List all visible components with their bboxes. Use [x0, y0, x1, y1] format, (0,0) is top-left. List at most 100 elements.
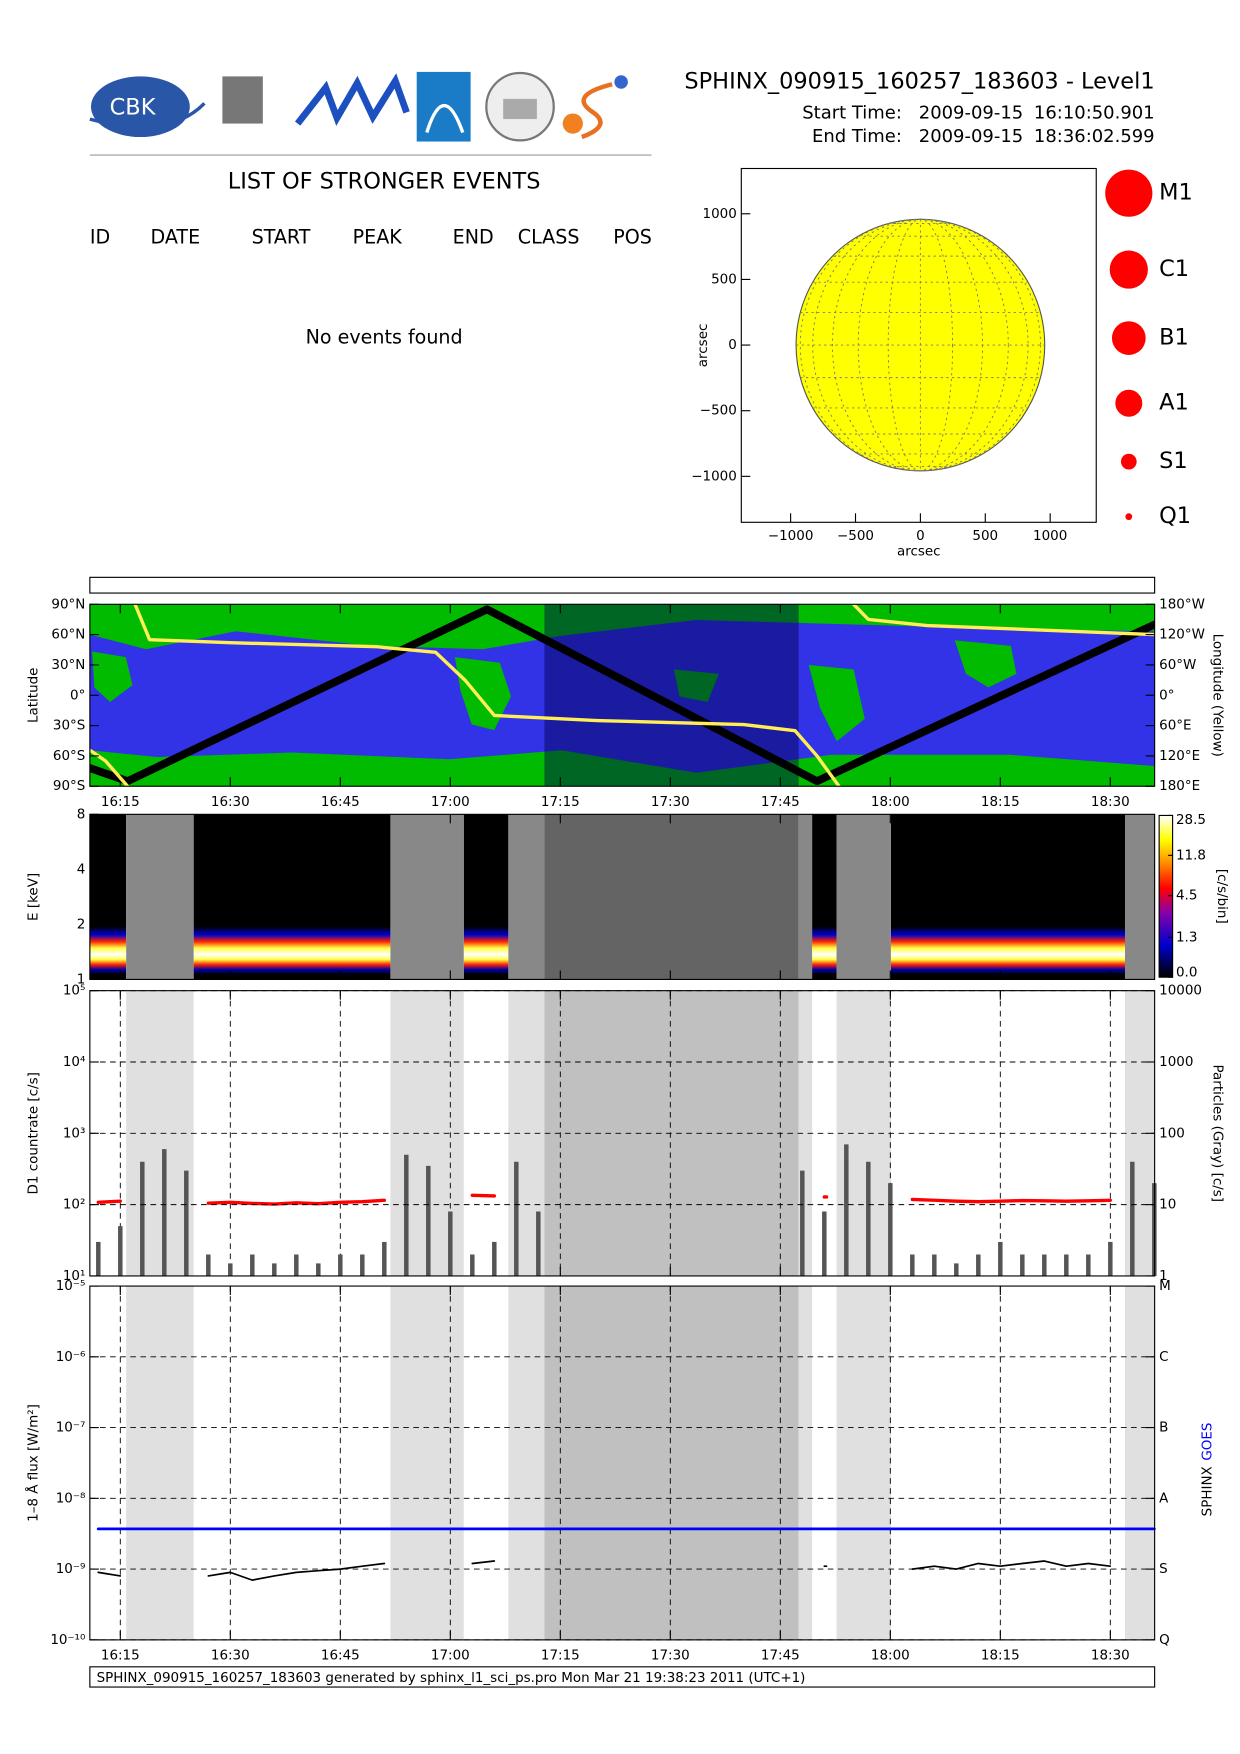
logo-mark [503, 98, 537, 120]
column-header: END [453, 226, 494, 249]
x-tick-label: 500 [972, 528, 998, 544]
disk-grid [796, 218, 1045, 472]
y2-tick-label: 100 [1159, 1125, 1185, 1141]
y2-axis-title: Particles (Gray) [c/s] [1210, 1065, 1226, 1203]
legend-marker [1115, 389, 1143, 417]
x-tick-label: 18:00 [871, 1648, 910, 1664]
y-tick-label: 10⁻¹⁰ [50, 1632, 85, 1648]
y2-tick-label: C [1159, 1349, 1168, 1365]
y-axis-title: D1 countrate [c/s] [26, 1072, 42, 1194]
land-mass [89, 604, 1155, 650]
x-tick-label: 18:30 [1091, 794, 1130, 810]
shaded-interval [836, 1286, 891, 1640]
y-axis-title: E [keV] [26, 873, 42, 921]
y2-tick-label: Q [1159, 1632, 1170, 1648]
logo-swoosh [89, 102, 206, 129]
y2-tick-label: 1 [1159, 1268, 1168, 1284]
y-axis-title: arcsec [695, 324, 711, 368]
y-tick-label: 10⁻⁸ [56, 1490, 86, 1506]
plot-frame [89, 813, 1156, 980]
y-tick-label: 30°S [53, 718, 85, 734]
x-tick-label: 17:30 [651, 794, 690, 810]
x-tick-label: 17:00 [431, 794, 470, 810]
end-time: 18:36:02.599 [1034, 126, 1155, 147]
shaded-interval [836, 814, 891, 980]
shaded-interval [390, 1286, 464, 1640]
x-tick-label: 16:15 [101, 794, 140, 810]
events-message: No events found [306, 326, 463, 349]
portrait [222, 76, 263, 124]
y-tick-label: 2 [77, 916, 86, 932]
x-tick-label: 17:00 [431, 1648, 470, 1664]
column-header: DATE [151, 226, 201, 249]
shaded-interval [544, 1286, 799, 1640]
legend-marker [1109, 250, 1148, 289]
x-tick-label: 16:15 [101, 1648, 140, 1664]
y-axis-title: Latitude [26, 668, 42, 723]
land-mass [673, 669, 719, 703]
x-tick-label: 18:30 [1091, 1648, 1130, 1664]
shaded-interval [126, 814, 194, 980]
y2-tick-label: 180°W [1159, 596, 1205, 612]
y2-tick-label: M [1159, 1278, 1171, 1294]
ground-track [89, 605, 1155, 786]
y2-axis-title: Longitude (Yellow) [1210, 634, 1226, 757]
plot-frame [89, 1285, 1156, 1641]
y-tick-label: 10⁻⁵ [56, 1278, 86, 1294]
x-tick-label: 17:15 [541, 794, 580, 810]
legend-label: A1 [1159, 390, 1189, 416]
z-tick-label: 28.5 [1176, 812, 1206, 828]
shaded-interval [798, 1286, 813, 1640]
z-tick-label: 4.5 [1176, 888, 1197, 904]
end-date: 2009-09-15 [919, 126, 1023, 147]
y2-tick-label: 120°W [1159, 627, 1205, 643]
start-time: 16:10:50.901 [1034, 102, 1155, 123]
y2-tick-label: 0° [1159, 687, 1174, 703]
x-tick-label: 17:45 [761, 1648, 800, 1664]
series-line [97, 1560, 1112, 1581]
logo-mark [562, 113, 583, 134]
legend-entry: SPHINX [1199, 1466, 1215, 1516]
end-label: End Time: [812, 126, 902, 147]
cbk-logo [90, 76, 190, 138]
y-tick-label: 10⁻⁹ [56, 1561, 86, 1577]
y-tick-label: 30°N [51, 657, 85, 673]
column-header: ID [90, 226, 110, 249]
x-tick-label: 17:15 [541, 1648, 580, 1664]
y-tick-label: 0° [70, 687, 85, 703]
y-tick-label: 10⁴ [63, 1054, 86, 1070]
logos: CBK [89, 71, 652, 156]
x-tick-label: 16:30 [211, 1648, 250, 1664]
shaded-interval [798, 814, 813, 980]
shaded-interval [1124, 1286, 1155, 1640]
z-tick-label: 11.8 [1176, 847, 1206, 863]
y-tick-label: 10² [63, 1197, 86, 1213]
column-header: POS [613, 226, 652, 249]
y2-tick-label: 120°E [1159, 748, 1200, 764]
x-tick-label: 0 [916, 528, 925, 544]
y-tick-label: 90°S [53, 778, 85, 794]
legend-label: C1 [1159, 256, 1189, 282]
spectrum-band [812, 814, 837, 980]
y2-tick-label: 10 [1159, 1197, 1176, 1213]
y-tick-label: 8 [77, 806, 86, 822]
y2-tick-label: 1000 [1159, 1054, 1193, 1070]
shaded-interval [508, 1286, 545, 1640]
legend-marker [1111, 321, 1146, 355]
y-tick-label: −1000 [691, 468, 737, 484]
x-tick-label: 16:30 [211, 794, 250, 810]
x-tick-label: 16:45 [321, 794, 360, 810]
y-tick-label: 1000 [703, 206, 737, 222]
y2-tick-label: S [1159, 1561, 1168, 1577]
spectrum-band [193, 814, 391, 980]
logo-mark [614, 75, 628, 89]
legend-marker [1125, 513, 1133, 521]
logo-mark [425, 103, 465, 134]
x-tick-label: 18:15 [981, 794, 1020, 810]
y-tick-label: 4 [77, 861, 86, 877]
y-tick-label: 10⁵ [63, 983, 86, 999]
column-header: CLASS [518, 226, 580, 249]
legend-label: Q1 [1159, 503, 1191, 529]
y-tick-label: 500 [711, 271, 737, 287]
